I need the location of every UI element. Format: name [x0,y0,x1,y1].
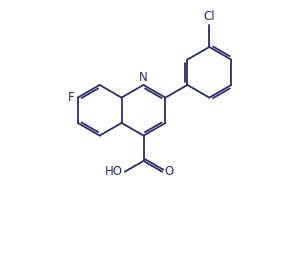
Text: HO: HO [105,165,123,178]
Text: O: O [165,165,174,178]
Text: Cl: Cl [203,10,215,23]
Text: F: F [68,91,75,104]
Text: N: N [139,71,148,84]
